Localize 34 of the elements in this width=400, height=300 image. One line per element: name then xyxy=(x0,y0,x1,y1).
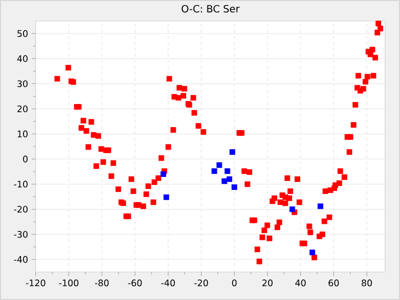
point xyxy=(230,149,236,155)
y-tick-label: -40 xyxy=(14,256,28,263)
x-tick-label: -40 xyxy=(161,280,175,286)
point xyxy=(222,178,228,184)
x-tick-label: 20 xyxy=(262,280,273,286)
point xyxy=(289,206,296,212)
x-tick-label: -80 xyxy=(95,280,109,286)
y-tick-label: 10 xyxy=(18,130,28,138)
x-tick-label: 0 xyxy=(232,280,237,286)
y-tick-label: 0 xyxy=(23,156,28,162)
point xyxy=(310,250,316,256)
point xyxy=(160,171,166,177)
x-tick-label: -60 xyxy=(128,280,142,286)
x-tick-label: 40 xyxy=(295,280,306,286)
point xyxy=(216,162,222,168)
y-tick-label: -10 xyxy=(14,180,28,188)
y-tick-label: 40 xyxy=(17,55,28,62)
x-tick-label: 60 xyxy=(328,280,339,286)
point xyxy=(226,176,232,182)
point xyxy=(232,184,238,190)
x-tick-label: 80 xyxy=(362,280,372,286)
x-tick-label: -20 xyxy=(194,280,208,286)
point xyxy=(212,168,218,174)
y-tick-label: 30 xyxy=(17,80,28,88)
y-tick-label: 20 xyxy=(17,105,28,112)
x-tick-label: -100 xyxy=(59,280,78,286)
point xyxy=(224,168,230,174)
y-tick-label: 50 xyxy=(17,30,28,37)
x-tick-label: -120 xyxy=(26,280,46,286)
point xyxy=(164,194,170,200)
y-tick-label: -20 xyxy=(14,206,28,213)
point xyxy=(318,203,324,210)
y-tick-label: -30 xyxy=(14,230,28,238)
chart-title: O-C: BC Ser xyxy=(182,4,240,12)
